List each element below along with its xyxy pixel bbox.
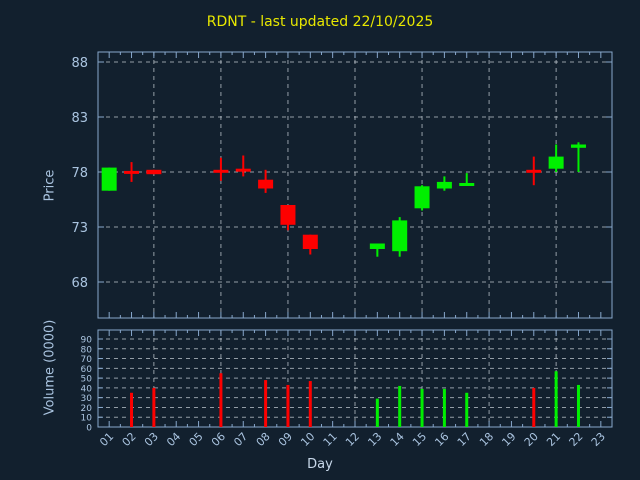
volume-bar-series <box>130 371 580 427</box>
candle-15 <box>414 185 430 211</box>
volume-tick-70: 70 <box>81 355 93 365</box>
volume-tick-30: 30 <box>81 394 93 404</box>
x-tick-19: 19 <box>499 430 518 449</box>
x-tick-01: 01 <box>97 430 116 449</box>
candle-21 <box>548 144 564 172</box>
x-tick-06: 06 <box>209 430 228 449</box>
candle-10 <box>302 234 318 255</box>
volume-tick-60: 60 <box>81 365 93 375</box>
x-tick-18: 18 <box>477 430 496 449</box>
candle-17 <box>459 173 475 186</box>
price-gridlines <box>98 52 612 318</box>
x-tick-04: 04 <box>164 430 183 449</box>
x-tick-23: 23 <box>589 430 608 449</box>
candle-14 <box>392 217 408 257</box>
price-tick-83: 83 <box>71 111 88 126</box>
x-tick-10: 10 <box>298 430 317 449</box>
volume-bar-13 <box>375 398 379 427</box>
x-tick-labels: 01 02 03 04 05 06 07 08 09 10 11 12 13 14 15 16 17 18 19 20… <box>97 430 608 449</box>
x-tick-21: 21 <box>544 430 563 449</box>
candle-06 <box>213 157 229 181</box>
volume-gridlines <box>98 330 612 427</box>
volume-bar-02 <box>130 392 134 427</box>
price-tick-labels: 88 83 78 73 68 <box>71 56 612 291</box>
volume-bar-21 <box>554 371 558 427</box>
candle-13 <box>369 243 385 257</box>
candle-03 <box>146 169 162 175</box>
x-tick-08: 08 <box>254 430 273 449</box>
x-tick-11: 11 <box>321 430 340 449</box>
volume-tick-80: 80 <box>81 345 93 355</box>
x-tick-14: 14 <box>388 430 407 449</box>
x-tick-05: 05 <box>187 430 206 449</box>
x-tick-09: 09 <box>276 430 295 449</box>
chart-title: RDNT - last updated 22/10/2025 <box>206 14 434 30</box>
volume-bar-08 <box>264 380 268 427</box>
volume-bar-20 <box>532 387 536 427</box>
volume-tick-50: 50 <box>81 375 93 385</box>
volume-tick-40: 40 <box>81 384 93 394</box>
candle-07 <box>235 155 251 177</box>
candle-08 <box>258 169 274 193</box>
candlestick-series <box>101 142 586 257</box>
x-tick-20: 20 <box>522 430 541 449</box>
candle-01 <box>101 167 117 191</box>
x-axis-title: Day <box>307 457 333 472</box>
candle-22 <box>570 142 586 172</box>
volume-bar-22 <box>576 384 580 427</box>
price-tick-88: 88 <box>71 56 88 71</box>
candle-09 <box>280 205 296 231</box>
x-tick-03: 03 <box>142 430 161 449</box>
volume-bar-17 <box>465 392 469 427</box>
volume-bar-15 <box>420 388 424 427</box>
volume-bar-03 <box>152 387 156 427</box>
volume-bar-14 <box>398 385 402 427</box>
price-tick-68: 68 <box>71 276 88 291</box>
volume-tick-20: 20 <box>81 404 93 414</box>
price-tick-78: 78 <box>71 166 88 181</box>
volume-tick-10: 10 <box>81 414 93 424</box>
x-tick-07: 07 <box>231 430 250 449</box>
volume-tick-90: 90 <box>81 336 93 346</box>
x-tick-02: 02 <box>120 430 139 449</box>
x-tick-17: 17 <box>455 430 474 449</box>
price-panel-frame <box>97 51 613 319</box>
x-tick-13: 13 <box>365 430 384 449</box>
x-tick-22: 22 <box>567 430 586 449</box>
volume-tick-0: 0 <box>86 424 92 434</box>
price-tick-73: 73 <box>71 221 88 236</box>
candle-02 <box>124 162 140 182</box>
candle-20 <box>526 156 542 186</box>
volume-bar-06 <box>219 373 223 427</box>
x-tick-15: 15 <box>410 430 429 449</box>
x-tick-16: 16 <box>432 430 451 449</box>
candle-16 <box>436 176 452 191</box>
volume-bar-16 <box>442 388 446 427</box>
x-tick-12: 12 <box>343 430 362 449</box>
volume-bar-10 <box>308 381 312 427</box>
volume-bar-09 <box>286 384 290 427</box>
